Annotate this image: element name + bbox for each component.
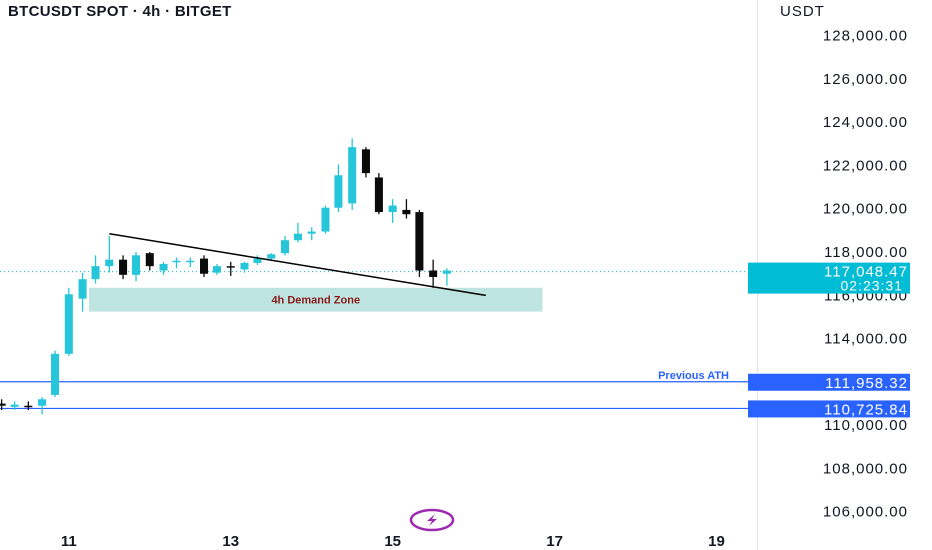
candle-body [280, 240, 290, 254]
demand-zone-box [89, 287, 543, 312]
logo-layer [409, 508, 455, 532]
x-tick-label: 19 [708, 533, 725, 550]
lightning-bolt-glyph [427, 514, 437, 526]
candle-body [10, 404, 19, 407]
candle-body [429, 270, 438, 277]
y-tick-label: 106,000.00 [823, 504, 908, 521]
candle-body [145, 253, 154, 267]
candle-body [415, 212, 424, 271]
candle-body [172, 260, 181, 263]
lightning-bolt-icon [409, 508, 455, 532]
candle-body [226, 266, 235, 268]
candle-body [267, 254, 276, 259]
axes-layer: 128,000.00 126,000.00 124,000.00 122,000.00… [61, 28, 908, 550]
y-tick-label: 110,000.00 [824, 417, 908, 434]
x-tick-label: 13 [222, 533, 239, 550]
current-price-badge [748, 262, 910, 294]
demand-zone-label: 4h Demand Zone [271, 295, 360, 307]
trendline-layer [109, 232, 486, 297]
level-price-value: 110,725.84 [824, 401, 908, 418]
y-tick-label: 122,000.00 [823, 157, 908, 174]
x-tick-label: 17 [546, 533, 563, 550]
y-tick-label: 120,000.00 [823, 201, 908, 218]
candle-body [348, 147, 357, 204]
candle-body [361, 149, 370, 174]
candle-body [24, 405, 33, 408]
demand-zone-layer: 4h Demand Zone [89, 287, 543, 312]
candle-body [374, 177, 383, 213]
candle-body [402, 209, 411, 215]
x-tick-label: 15 [384, 533, 401, 550]
chart-title: BTCUSDT SPOT · 4h · BITGET [8, 3, 232, 20]
candle-body [91, 266, 100, 280]
x-tick-label: 11 [61, 533, 77, 550]
candle-body [253, 258, 262, 263]
candle-body [307, 231, 316, 234]
candle-body [64, 294, 73, 354]
y-tick-label: 128,000.00 [823, 28, 908, 45]
candle-body [38, 399, 47, 406]
level-lines-layer: Previous ATH [0, 271, 757, 410]
candle-body [186, 260, 195, 263]
level-price-badge [748, 373, 910, 391]
candle-body [240, 262, 249, 270]
candle-body [159, 264, 168, 271]
candles-layer [0, 138, 451, 415]
candle-body [119, 259, 128, 275]
level-price-value: 111,958.32 [825, 375, 908, 392]
candle-body [78, 279, 87, 299]
y-tick-label: 124,000.00 [823, 114, 908, 131]
candle-countdown: 02:23:31 [841, 278, 904, 294]
level-label: Previous ATH [658, 370, 729, 382]
y-tick-label: 126,000.00 [823, 71, 908, 88]
candle-body [293, 233, 302, 241]
y-tick-label: 114,000.00 [824, 331, 908, 348]
current-price-value: 117,048.47 [824, 264, 908, 281]
descending-trendline [109, 232, 486, 297]
candle-body [442, 270, 451, 274]
y-tick-label: 118,000.00 [824, 244, 908, 261]
candle-body [321, 207, 330, 232]
price-axis-unit: USDT [780, 3, 825, 20]
candle-body [51, 353, 60, 395]
candle-body [388, 205, 397, 213]
candle-body [0, 403, 6, 406]
candle-body [212, 266, 221, 273]
candle-body [200, 258, 209, 274]
y-tick-label: 108,000.00 [823, 460, 908, 477]
candle-body [334, 175, 343, 208]
candle-body [132, 255, 141, 275]
level-price-badge [748, 400, 910, 418]
candle-body [105, 259, 114, 267]
